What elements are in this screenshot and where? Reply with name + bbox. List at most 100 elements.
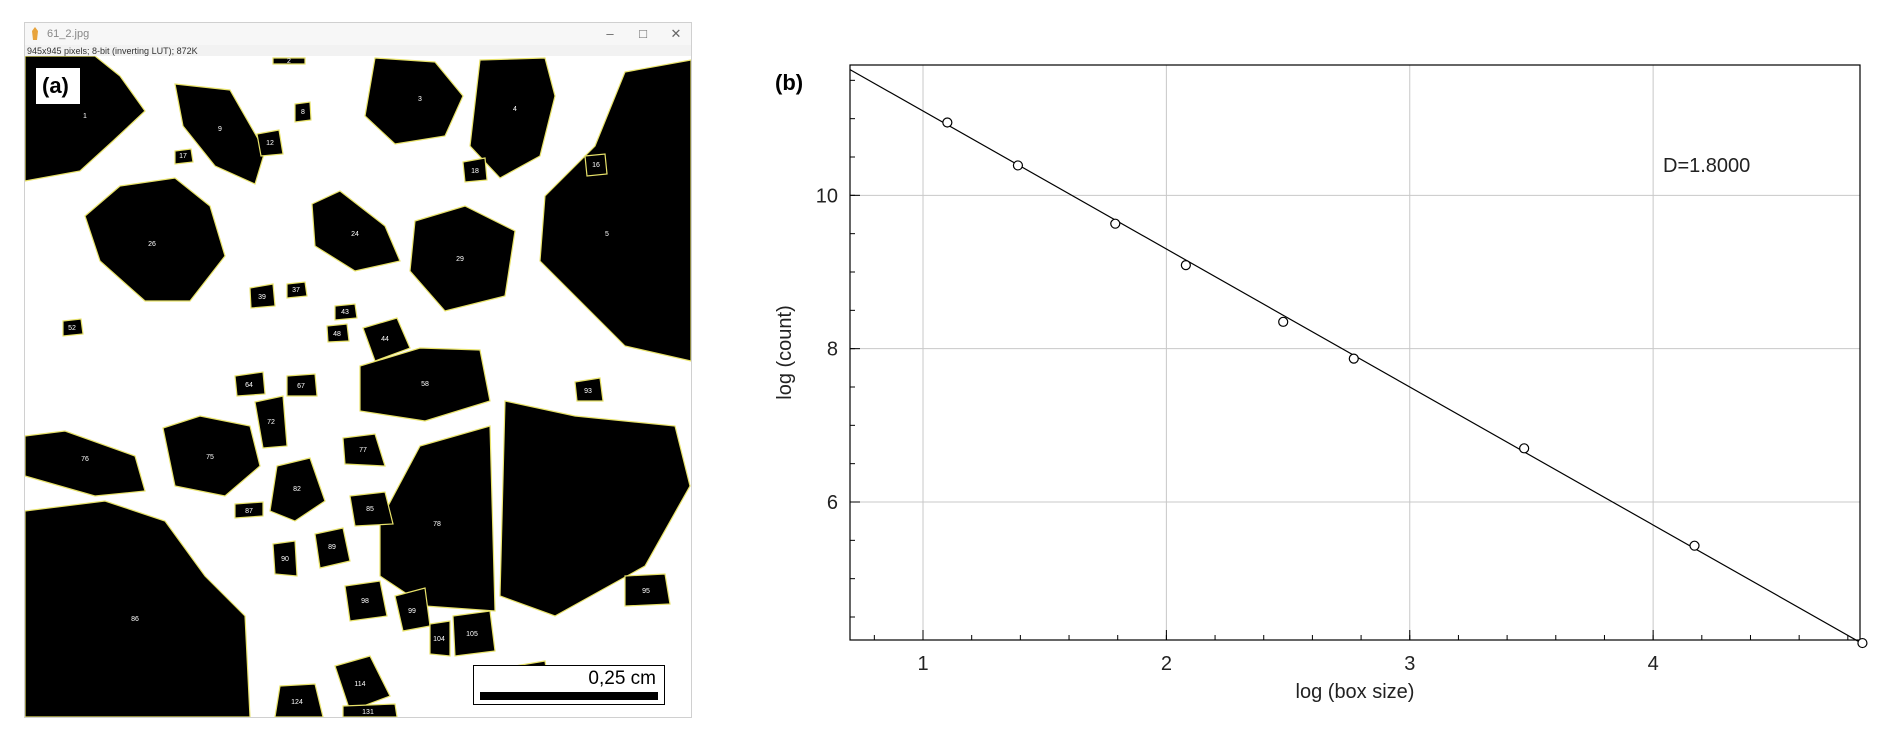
particle-label: 78 bbox=[433, 521, 441, 528]
x-axis-label: log (box size) bbox=[1296, 681, 1415, 703]
dimension-annotation: D=1.8000 bbox=[1663, 155, 1750, 177]
particle-82 bbox=[269, 457, 326, 522]
particle-89 bbox=[314, 527, 351, 569]
particle-label: 76 bbox=[81, 456, 89, 463]
particle-label: 86 bbox=[131, 616, 139, 623]
particle-label: 8 bbox=[301, 109, 305, 116]
scale-bar-label: 0,25 cm bbox=[588, 668, 656, 689]
particle-73 bbox=[499, 400, 691, 617]
particle-44 bbox=[362, 317, 411, 362]
particle-104 bbox=[429, 620, 451, 657]
data-points bbox=[942, 117, 1868, 649]
particle-75 bbox=[162, 415, 261, 497]
image-info: 945x945 pixels; 8-bit (inverting LUT); 8… bbox=[27, 46, 198, 56]
particle-label: 26 bbox=[148, 241, 156, 248]
data-point bbox=[942, 117, 953, 128]
particle-label: 99 bbox=[408, 608, 416, 615]
data-point bbox=[1110, 218, 1121, 229]
particle-86 bbox=[25, 500, 251, 717]
particle-37 bbox=[286, 281, 308, 299]
data-point bbox=[1180, 260, 1191, 271]
particle-8 bbox=[294, 101, 312, 123]
particle-67 bbox=[286, 373, 318, 397]
imagej-window: 61_2.jpg – □ ✕ 945x945 pixels; 8-bit (in… bbox=[24, 22, 692, 718]
grid bbox=[850, 65, 1860, 640]
particle-label: 48 bbox=[333, 331, 341, 338]
particle-label: 72 bbox=[267, 419, 275, 426]
particle-72 bbox=[254, 395, 288, 449]
x-tick-label: 3 bbox=[1404, 653, 1415, 675]
particle-label: 52 bbox=[68, 325, 76, 332]
window-title: 61_2.jpg bbox=[47, 28, 90, 40]
fractal-dimension-chart: 1 2 3 4 6 8 10 D=1.8000 log (box size) log (co… bbox=[774, 64, 1868, 703]
particle-label: 105 bbox=[466, 631, 478, 638]
data-point bbox=[1348, 353, 1359, 364]
particle-98 bbox=[344, 580, 388, 622]
particle-124 bbox=[274, 683, 324, 717]
particle-77 bbox=[342, 433, 386, 467]
particle-label: 9 bbox=[218, 126, 222, 133]
particle-4 bbox=[469, 57, 556, 179]
ij-app-icon bbox=[32, 27, 38, 40]
particle-label: 93 bbox=[584, 388, 592, 395]
particle-17 bbox=[174, 148, 194, 165]
maximize-button[interactable]: □ bbox=[639, 26, 647, 41]
particle-131 bbox=[342, 703, 398, 717]
particle-2 bbox=[272, 57, 306, 65]
particle-label: 124 bbox=[291, 699, 303, 706]
particle-52 bbox=[62, 318, 84, 337]
particle-label: 77 bbox=[359, 447, 367, 454]
data-point bbox=[1278, 316, 1289, 327]
thresholded-image[interactable]: 1 2 3 4 5 8 9 12 16 17 18 24 26 29 37 39… bbox=[25, 56, 691, 717]
window-titlebar[interactable]: 61_2.jpg – □ ✕ bbox=[25, 23, 691, 45]
particle-label: 37 bbox=[292, 287, 300, 294]
particle-label: 5 bbox=[605, 231, 609, 238]
particle-29 bbox=[409, 205, 516, 312]
particle-93 bbox=[574, 377, 604, 402]
particle-90 bbox=[272, 540, 298, 577]
particle-label: 98 bbox=[361, 598, 369, 605]
particle-label: 16 bbox=[592, 162, 600, 169]
data-point bbox=[1689, 540, 1700, 551]
x-tick-label: 2 bbox=[1161, 653, 1172, 675]
particle-label: 87 bbox=[245, 508, 253, 515]
particle-label: 85 bbox=[366, 506, 374, 513]
particle-label: 1 bbox=[83, 113, 87, 120]
particle-3 bbox=[364, 57, 464, 145]
panel-b-label: (b) bbox=[775, 70, 804, 95]
particle-label: 64 bbox=[245, 382, 253, 389]
plot-frame bbox=[849, 64, 1861, 641]
particle-43 bbox=[334, 303, 358, 321]
particle-87 bbox=[234, 501, 264, 519]
y-tick-label: 10 bbox=[816, 185, 838, 207]
data-point bbox=[1857, 637, 1868, 649]
particle-58 bbox=[359, 347, 491, 422]
x-tick-label: 4 bbox=[1648, 653, 1659, 675]
particle-label: 4 bbox=[513, 106, 517, 113]
particle-label: 43 bbox=[341, 309, 349, 316]
particle-label: 104 bbox=[433, 636, 445, 643]
particle-label: 67 bbox=[297, 383, 305, 390]
particle-5 bbox=[539, 59, 691, 362]
particle-label: 44 bbox=[381, 336, 389, 343]
particle-85 bbox=[349, 491, 394, 527]
particle-39 bbox=[249, 283, 276, 309]
particle-label: 39 bbox=[258, 294, 266, 301]
particle-label: 95 bbox=[642, 588, 650, 595]
y-tick-label: 6 bbox=[827, 492, 838, 514]
particle-label: 3 bbox=[418, 96, 422, 103]
particle-18 bbox=[462, 157, 488, 183]
panel-a-label-box: (a) bbox=[35, 67, 81, 105]
close-button[interactable]: ✕ bbox=[670, 26, 682, 41]
particle-label: 58 bbox=[421, 381, 429, 388]
minimize-button[interactable]: – bbox=[606, 26, 614, 41]
x-tick-label: 1 bbox=[917, 653, 928, 675]
tick-labels: 1 2 3 4 6 8 10 bbox=[816, 185, 1659, 675]
particle-label: 24 bbox=[351, 231, 359, 238]
particle-16 bbox=[584, 153, 608, 177]
particle-label: 18 bbox=[471, 168, 479, 175]
data-point bbox=[1519, 443, 1530, 454]
particle-label: 17 bbox=[179, 153, 187, 160]
particle-9 bbox=[174, 83, 266, 185]
particle-label: 75 bbox=[206, 454, 214, 461]
